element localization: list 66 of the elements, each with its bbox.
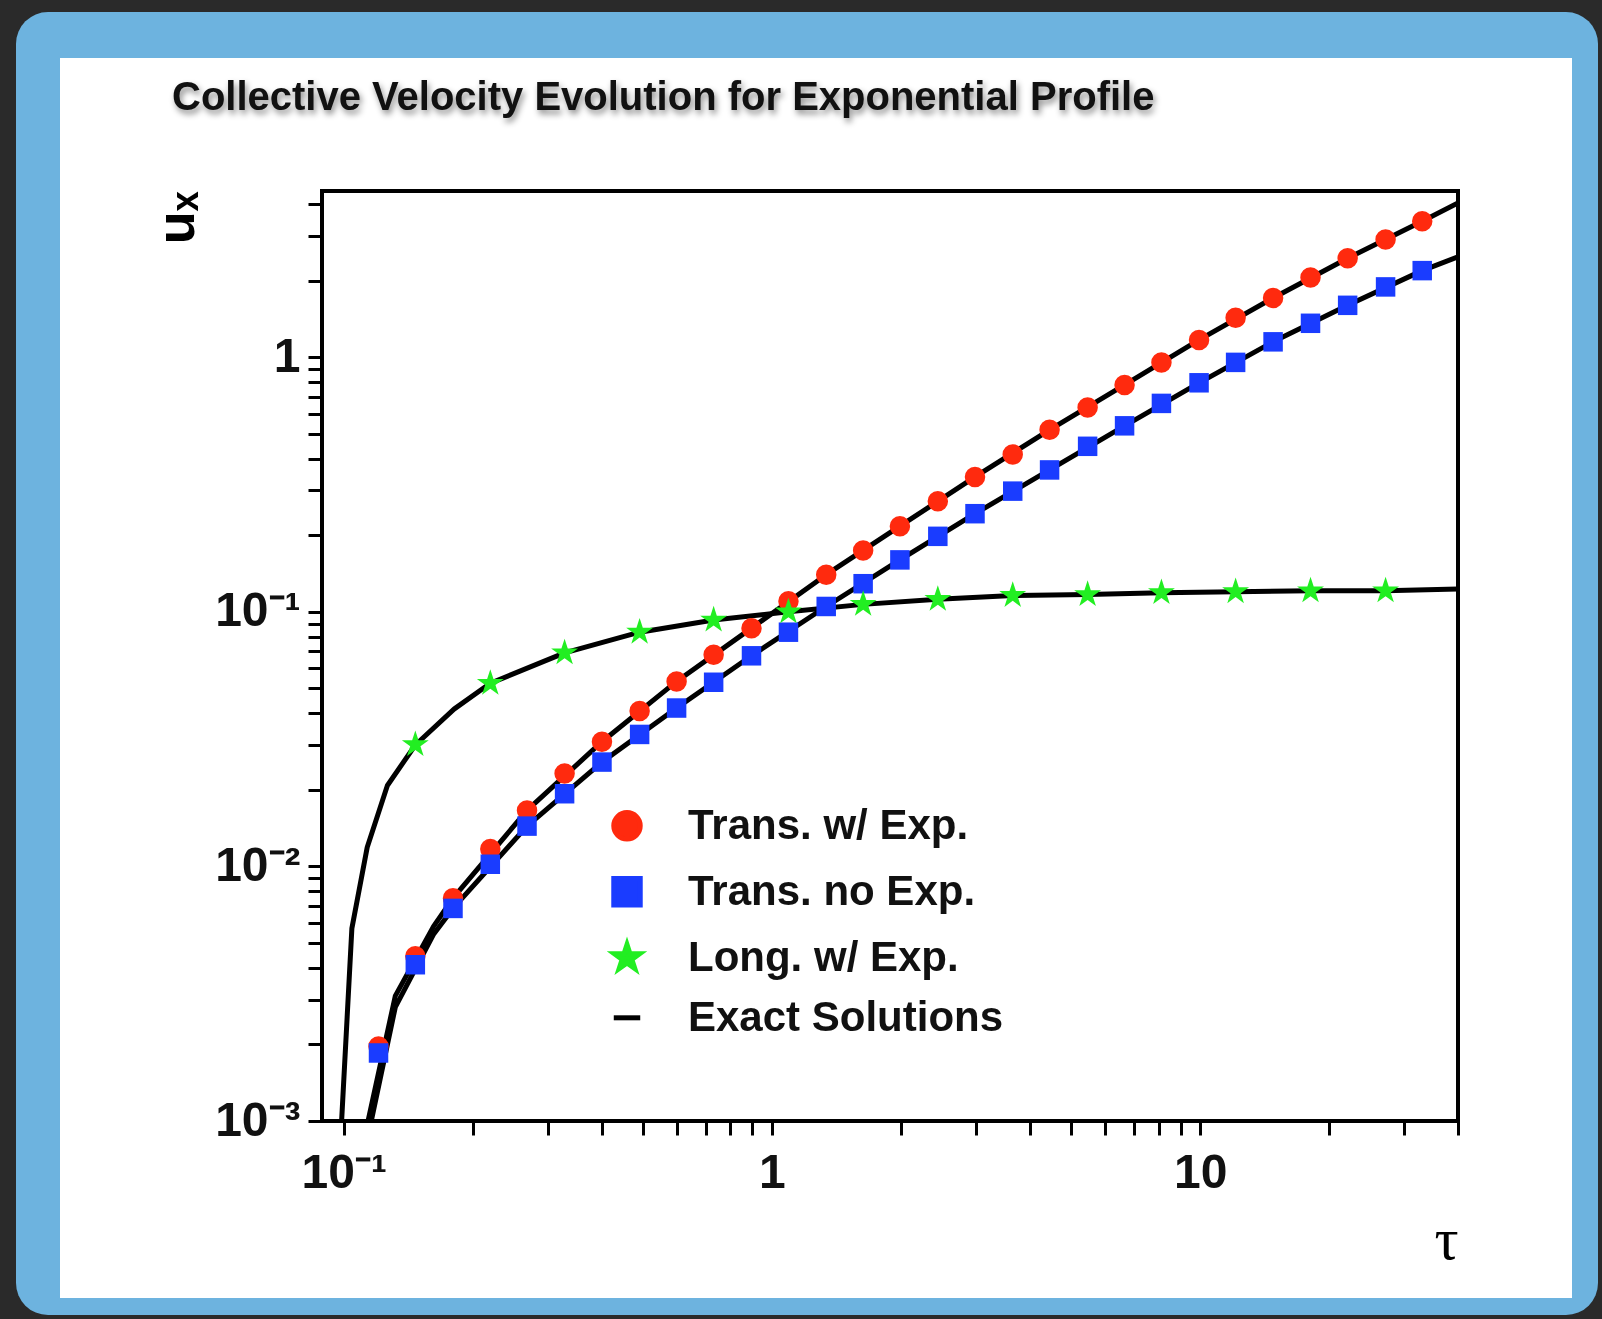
point [517, 816, 537, 836]
point [1039, 419, 1060, 441]
point [741, 646, 762, 666]
point [741, 617, 762, 639]
legend-label: Long. w/ Exp. [688, 932, 959, 980]
point [852, 540, 874, 561]
point [1263, 332, 1283, 352]
point [666, 698, 687, 718]
point [928, 526, 948, 547]
point [703, 644, 724, 666]
point [1077, 436, 1098, 457]
point [1262, 287, 1284, 309]
point [890, 550, 910, 570]
point [1337, 295, 1358, 316]
point [554, 783, 575, 804]
point [1300, 267, 1321, 288]
point [816, 596, 836, 617]
point [1337, 247, 1358, 269]
point [778, 622, 799, 642]
x-tick-label: 10⁻¹ [301, 1144, 387, 1198]
point [1300, 313, 1321, 334]
point [443, 898, 463, 919]
x-tick-label: 10 [1173, 1144, 1228, 1198]
point [629, 700, 650, 722]
y-tick-label: 10⁻³ [215, 1092, 301, 1146]
point [1411, 211, 1433, 232]
point [480, 854, 501, 874]
point [1189, 373, 1209, 393]
point [815, 564, 837, 585]
point [405, 954, 426, 975]
point [1225, 352, 1246, 373]
point [1375, 277, 1396, 297]
point [1114, 374, 1135, 396]
point [1225, 307, 1246, 328]
point [1077, 397, 1098, 418]
point [1412, 260, 1432, 281]
point [965, 503, 985, 524]
point [1002, 444, 1023, 465]
point [591, 731, 613, 752]
point [927, 491, 949, 512]
legend-label: Trans. no Exp. [688, 866, 976, 914]
point [554, 763, 575, 784]
x-axis-title: τ [1434, 1205, 1459, 1272]
y-tick-label: 1 [273, 328, 301, 382]
legend-label: Trans. w/ Exp. [688, 800, 969, 848]
point [629, 724, 650, 745]
y-tick-label: 10⁻¹ [215, 583, 301, 637]
point [1151, 393, 1172, 414]
point [964, 466, 986, 488]
point [1151, 352, 1172, 373]
point [703, 672, 724, 693]
point [1375, 229, 1396, 250]
point [1114, 416, 1135, 436]
x-tick-label: 1 [759, 1144, 786, 1198]
point [1039, 460, 1060, 480]
point [853, 573, 873, 594]
point [592, 752, 612, 772]
point [666, 671, 687, 692]
point [368, 1043, 389, 1063]
y-axis-title: uₓ [145, 191, 206, 245]
y-tick-label: 10⁻² [215, 837, 301, 891]
legend-label: Exact Solutions [688, 992, 1004, 1040]
chart-title: Collective Velocity Evolution for Exponential Profile [172, 74, 1155, 119]
point [1002, 481, 1023, 501]
point [889, 515, 911, 537]
point [1188, 329, 1210, 351]
